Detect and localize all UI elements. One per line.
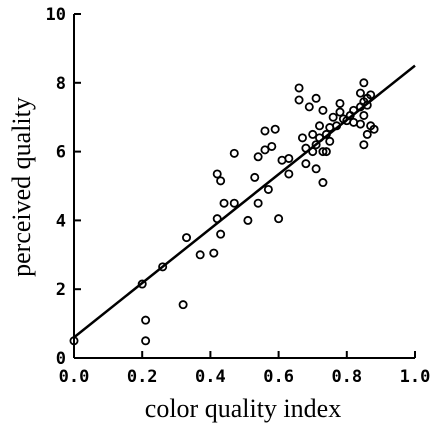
data-point-36: [308, 147, 318, 157]
data-point-45: [321, 129, 331, 139]
data-point-39: [311, 164, 321, 174]
data-point-41: [315, 121, 325, 131]
data-point-23: [267, 141, 277, 151]
data-point-67: [362, 129, 372, 139]
data-point-44: [318, 178, 328, 188]
data-point-17: [250, 172, 260, 182]
x-tick-label-1: 0.2: [127, 367, 158, 387]
data-point-22: [263, 184, 273, 194]
y-axis-title: perceived quality: [7, 97, 36, 277]
data-point-68: [366, 90, 376, 100]
data-point-2: [141, 315, 151, 325]
data-point-32: [301, 159, 311, 169]
data-point-14: [229, 198, 239, 208]
x-tick-label-3: 0.6: [263, 367, 294, 387]
data-point-20: [260, 145, 270, 155]
data-point-24: [270, 124, 280, 134]
data-point-25: [274, 214, 284, 224]
axes: 0.0 0.2 0.4 0.6 0.8 1.0 0 2 4 6 8 10: [46, 5, 431, 387]
data-point-64: [359, 140, 369, 150]
data-point-60: [355, 119, 365, 129]
data-point-66: [362, 100, 372, 110]
data-point-35: [308, 129, 318, 139]
data-point-51: [335, 98, 345, 108]
data-point-1: [137, 279, 147, 289]
data-point-33: [301, 143, 311, 153]
data-point-37: [311, 140, 321, 150]
x-tick-label-5: 1.0: [400, 367, 431, 387]
fit-line-group: [73, 64, 416, 339]
data-point-5: [178, 300, 188, 310]
data-point-56: [349, 105, 359, 115]
y-tick-label-5: 10: [46, 5, 66, 25]
data-point-18: [253, 198, 263, 208]
y-tick-label-1: 2: [56, 280, 66, 300]
y-tick-label-3: 6: [56, 143, 66, 163]
data-point-6: [182, 233, 192, 243]
data-point-3: [141, 336, 151, 346]
y-tick-label-4: 8: [56, 74, 66, 94]
data-points: [69, 78, 379, 346]
x-tick-label-0: 0.0: [59, 367, 90, 387]
data-point-21: [260, 126, 270, 136]
data-point-59: [355, 88, 365, 98]
data-point-27: [284, 169, 294, 179]
fit-line: [73, 64, 416, 339]
y-tick-label-0: 0: [56, 349, 66, 369]
x-tick-label-4: 0.8: [331, 367, 362, 387]
data-point-19: [253, 152, 263, 162]
x-tick-label-2: 0.4: [195, 367, 226, 387]
data-point-70: [369, 124, 379, 134]
data-point-52: [335, 107, 345, 117]
data-point-38: [311, 93, 321, 103]
data-point-46: [321, 147, 331, 157]
data-point-29: [294, 95, 304, 105]
data-point-34: [304, 102, 314, 112]
data-point-9: [212, 214, 222, 224]
data-point-13: [219, 198, 229, 208]
data-point-42: [318, 147, 328, 157]
data-point-16: [243, 215, 253, 225]
data-point-0: [69, 336, 79, 346]
data-point-11: [216, 176, 226, 186]
data-point-8: [209, 248, 219, 258]
data-point-47: [325, 136, 335, 146]
x-axis-title: color quality index: [145, 394, 341, 423]
data-point-28: [284, 153, 294, 163]
data-point-40: [315, 133, 325, 143]
data-point-63: [359, 78, 369, 88]
data-point-31: [297, 133, 307, 143]
data-point-10: [212, 169, 222, 179]
data-point-50: [332, 121, 342, 131]
data-point-43: [318, 105, 328, 115]
data-point-49: [328, 112, 338, 122]
data-point-7: [195, 250, 205, 260]
data-point-30: [294, 83, 304, 93]
data-point-4: [158, 262, 168, 272]
y-tick-label-2: 4: [56, 211, 66, 231]
data-point-62: [359, 110, 369, 120]
data-point-12: [216, 229, 226, 239]
data-point-15: [229, 148, 239, 158]
